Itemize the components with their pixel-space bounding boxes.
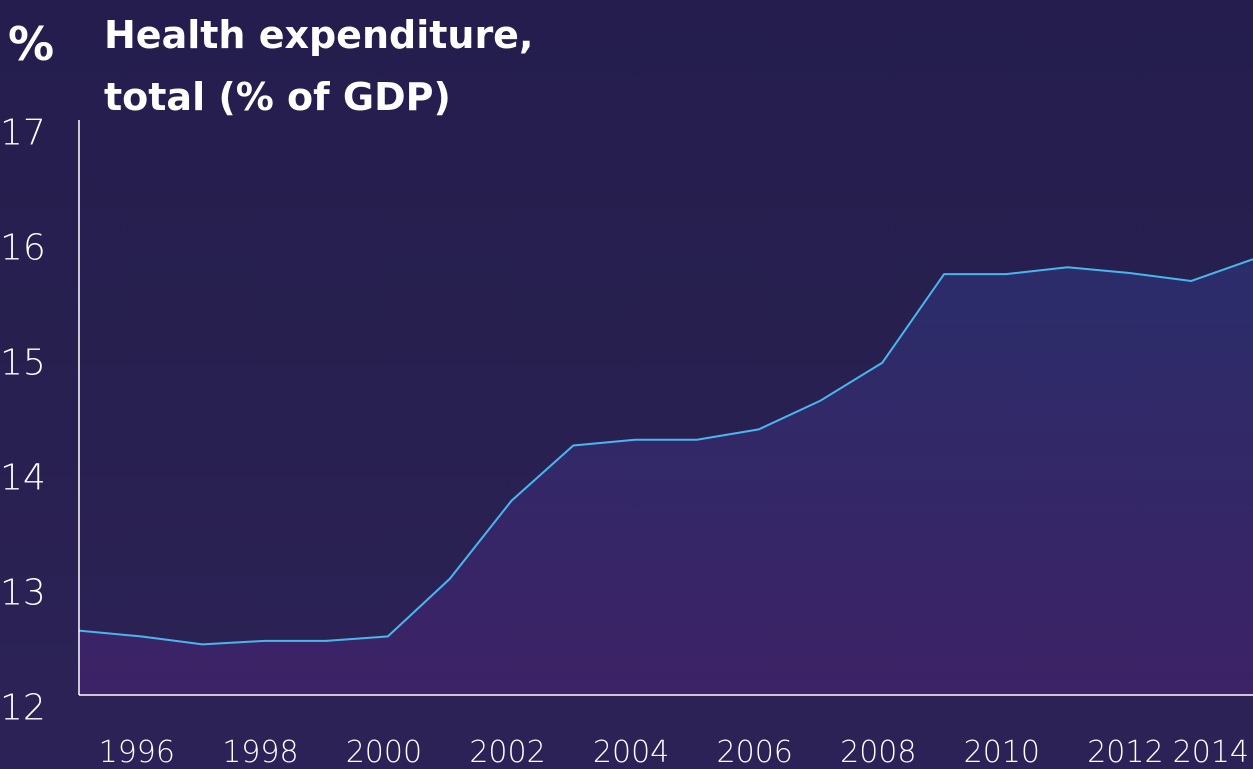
y-tick-label: 12 — [0, 688, 46, 729]
x-tick-label: 2002 — [469, 735, 545, 769]
y-tick-label: 15 — [0, 343, 46, 384]
x-tick-label: 2008 — [840, 735, 916, 769]
y-tick-label: 14 — [0, 458, 46, 499]
y-tick-label: 17 — [0, 113, 46, 154]
x-tick-label: 1996 — [99, 735, 175, 769]
x-tick-label: 2012 — [1087, 735, 1163, 769]
x-tick-label: 2010 — [964, 735, 1040, 769]
x-tick-label: 2014 — [1173, 735, 1249, 769]
series-line — [78, 258, 1253, 646]
x-tick-label: 2006 — [717, 735, 793, 769]
y-tick-label: 16 — [0, 228, 46, 269]
series-area-fill — [79, 259, 1253, 695]
y-tick-label: 13 — [0, 573, 46, 614]
x-tick-label: 2004 — [593, 735, 669, 769]
y-axis-unit-label: % — [8, 17, 55, 71]
x-tick-label: 2000 — [346, 735, 422, 769]
chart-title: Health expenditure, total (% of GDP) — [104, 13, 534, 119]
x-tick-label: 1998 — [222, 735, 298, 769]
